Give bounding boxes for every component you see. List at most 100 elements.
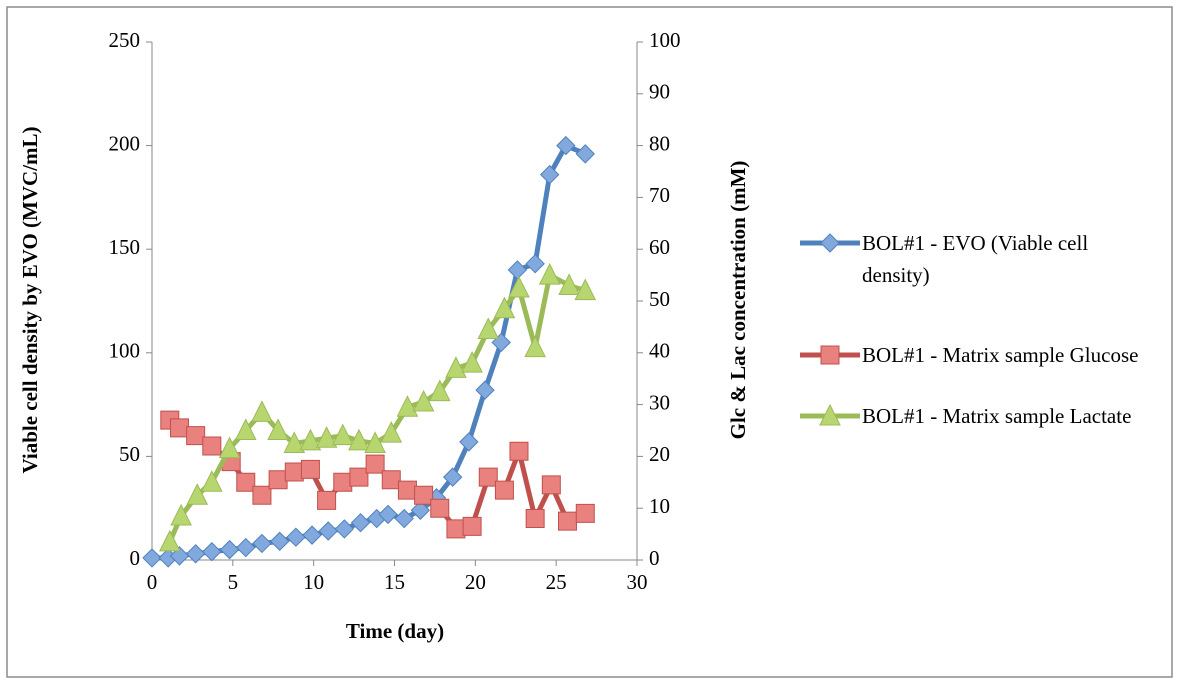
marker	[493, 296, 516, 319]
marker	[524, 335, 546, 358]
marker	[202, 436, 222, 456]
y2-tick-label: 0	[649, 546, 660, 570]
x-tick-label: 0	[147, 570, 158, 594]
marker	[142, 548, 162, 568]
marker	[334, 519, 355, 539]
marker	[525, 253, 545, 274]
marker	[541, 475, 561, 495]
marker	[169, 418, 189, 438]
marker	[365, 454, 385, 474]
marker	[186, 426, 206, 446]
marker	[574, 278, 597, 301]
x-tick-label: 30	[627, 570, 648, 594]
marker	[234, 418, 257, 440]
marker	[557, 511, 577, 531]
marker	[186, 483, 209, 505]
x-tick-label: 20	[465, 570, 486, 594]
marker	[252, 485, 272, 505]
y2-tick-label: 30	[649, 390, 670, 414]
y2-axis-title: Glc & Lac concentration (mM)	[726, 161, 750, 440]
marker	[442, 467, 463, 487]
marker	[236, 472, 256, 492]
marker	[538, 262, 561, 285]
x-tick-label: 10	[303, 570, 324, 594]
marker	[283, 431, 306, 453]
marker	[267, 418, 289, 440]
marker	[459, 432, 479, 452]
marker	[378, 504, 398, 525]
marker	[477, 317, 500, 339]
marker	[315, 426, 338, 448]
marker	[556, 135, 576, 156]
marker	[350, 512, 371, 533]
marker	[284, 462, 304, 482]
x-axis-title: Time (day)	[346, 619, 444, 643]
marker	[575, 144, 595, 164]
marker	[475, 380, 495, 400]
marker	[380, 420, 403, 443]
marker	[170, 503, 192, 526]
marker	[218, 436, 241, 459]
y2-tick-label: 50	[649, 287, 670, 311]
marker	[397, 480, 417, 500]
marker	[494, 480, 514, 500]
legend-label: BOL#1 - Matrix sample Lactate	[862, 404, 1132, 428]
marker	[202, 542, 222, 562]
marker	[396, 395, 419, 417]
y-tick-label: 100	[109, 339, 141, 363]
y-tick-label: 50	[119, 442, 140, 466]
marker	[381, 470, 401, 490]
x-tick-label: 25	[546, 570, 567, 594]
x-tick-label: 5	[228, 570, 239, 594]
y2-tick-label: 60	[649, 235, 670, 259]
marker	[508, 275, 530, 298]
marker	[558, 273, 580, 295]
marker	[507, 260, 528, 280]
marker	[430, 498, 450, 518]
marker	[461, 351, 483, 373]
marker	[219, 539, 240, 560]
marker	[410, 500, 431, 520]
y2-tick-label: 90	[649, 80, 670, 104]
marker	[302, 525, 322, 545]
y-tick-label: 200	[109, 131, 141, 155]
marker	[428, 379, 451, 402]
marker	[268, 470, 288, 490]
chart-border	[6, 6, 1173, 678]
legend-marker	[819, 403, 841, 426]
x-tick-label: 15	[384, 570, 405, 594]
y-tick-label: 150	[109, 235, 141, 259]
legend-marker	[820, 233, 840, 253]
y2-tick-label: 70	[649, 183, 670, 207]
marker	[462, 516, 482, 536]
y2-tick-label: 20	[649, 442, 670, 466]
marker	[394, 508, 414, 529]
marker	[331, 423, 354, 446]
marker	[445, 356, 467, 378]
marker	[270, 531, 290, 552]
legend-label: BOL#1 - EVO (Viable cell density)	[862, 231, 1089, 287]
marker	[575, 503, 595, 523]
legend-marker	[820, 345, 840, 365]
marker	[169, 546, 190, 566]
y2-tick-label: 100	[649, 28, 681, 52]
marker	[300, 459, 320, 479]
y2-tick-label: 10	[649, 494, 670, 518]
y-axis-title: Viable cell density by EVO (MVC/mL)	[18, 126, 42, 473]
marker	[158, 529, 181, 552]
marker	[252, 533, 272, 554]
marker	[333, 472, 353, 492]
marker	[201, 470, 223, 492]
marker	[349, 467, 369, 487]
marker	[412, 389, 435, 412]
marker	[286, 527, 306, 547]
marker	[251, 400, 273, 422]
legend-label: BOL#1 - Matrix sample Glucose	[862, 343, 1139, 367]
marker	[525, 509, 545, 529]
marker	[539, 164, 560, 185]
marker	[446, 519, 466, 539]
y2-tick-label: 40	[649, 339, 670, 363]
marker	[236, 537, 256, 558]
